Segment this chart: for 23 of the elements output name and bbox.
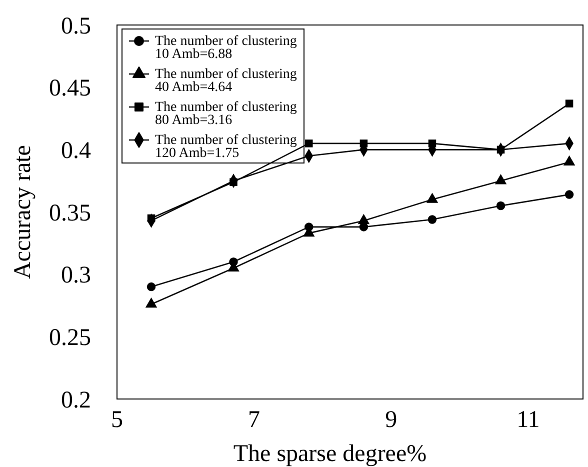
- x-tick-label: 9: [385, 407, 398, 433]
- y-tick-label: 0.4: [61, 138, 91, 164]
- point: [305, 140, 313, 148]
- point: [428, 215, 437, 224]
- point: [565, 100, 574, 108]
- y-tick-label: 0.3: [61, 262, 91, 289]
- legend-label: The number of clustering 10 Amb=6.88: [155, 34, 297, 62]
- point: [146, 282, 156, 292]
- point: [496, 201, 506, 210]
- point: [564, 190, 574, 199]
- x-tick-label: 7: [248, 407, 260, 433]
- x-tick-label: 11: [516, 407, 540, 433]
- legend-label: The number of clustering 80 Amb=3.16: [155, 100, 297, 128]
- legend-label: The number of clustering 120 Amb=1.75: [155, 133, 297, 161]
- legend-label: The number of clustering 40 Amb=4.64: [155, 67, 297, 95]
- x-tick-label: 5: [111, 407, 123, 433]
- y-tick-label: 0.25: [49, 325, 91, 352]
- y-tick-label: 0.45: [49, 76, 91, 102]
- y-tick-label: 0.35: [49, 200, 91, 226]
- y-tick-label: 0.5: [61, 13, 91, 40]
- y-tick-label: 0.2: [61, 387, 91, 414]
- x-axis-title: The sparse degree%: [233, 441, 427, 467]
- y-axis-title: Accuracy rate: [10, 145, 36, 279]
